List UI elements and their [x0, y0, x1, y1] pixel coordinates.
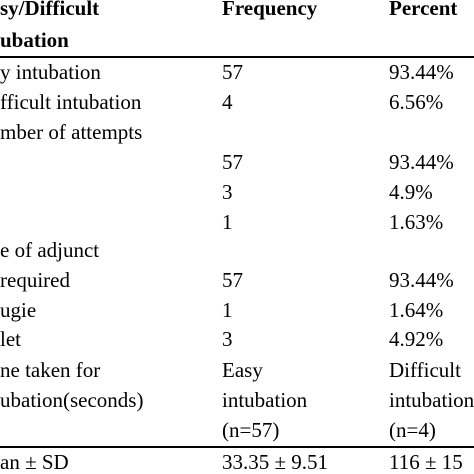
header-col1-line1: sy/Difficult [0, 0, 100, 20]
row-percent: 1.63% [389, 210, 444, 234]
header-col3: Percent [389, 0, 458, 20]
row-percent: 93.44% [389, 268, 454, 292]
row-rule [0, 446, 474, 448]
row-label: required [0, 268, 70, 292]
section-label: ne taken for [0, 358, 101, 382]
row-percent: 6.56% [389, 90, 444, 114]
header-col1-line2: ubation [0, 28, 69, 52]
row-difficult-value: 116 ± 15 [389, 450, 463, 474]
section-label: mber of attempts [0, 120, 143, 144]
row-frequency: 1 [222, 210, 233, 234]
row-label: y intubation [0, 60, 101, 84]
row-frequency: 1 [222, 298, 233, 322]
row-frequency: 57 [222, 268, 243, 292]
row-label: an ± SD [0, 450, 69, 474]
row-easy-value: 33.35 ± 9.51 [222, 450, 329, 474]
row-percent: 4.9% [389, 180, 433, 204]
subheader-difficult-line3: (n=4) [389, 418, 436, 442]
row-frequency: 4 [222, 90, 233, 114]
row-frequency: 3 [222, 327, 233, 351]
row-percent: 93.44% [389, 60, 454, 84]
row-frequency: 3 [222, 180, 233, 204]
header-col2: Frequency [222, 0, 318, 20]
subheader-difficult-line1: Difficult [389, 358, 461, 382]
section-label: e of adjunct [0, 238, 100, 262]
subheader-easy-line3: (n=57) [222, 418, 280, 442]
row-percent: 93.44% [389, 150, 454, 174]
row-label: let [0, 327, 21, 351]
row-percent: 1.64% [389, 298, 444, 322]
row-percent: 4.92% [389, 327, 444, 351]
subheader-easy-line2: intubation [222, 388, 308, 412]
subheader-difficult-line2: intubation [389, 388, 474, 412]
row-label: ugie [0, 298, 37, 322]
row-frequency: 57 [222, 60, 243, 84]
header-rule [0, 56, 474, 58]
section-label: ubation(seconds) [0, 388, 144, 412]
row-label: fficult intubation [0, 90, 142, 114]
row-frequency: 57 [222, 150, 243, 174]
subheader-easy-line1: Easy [222, 358, 263, 382]
